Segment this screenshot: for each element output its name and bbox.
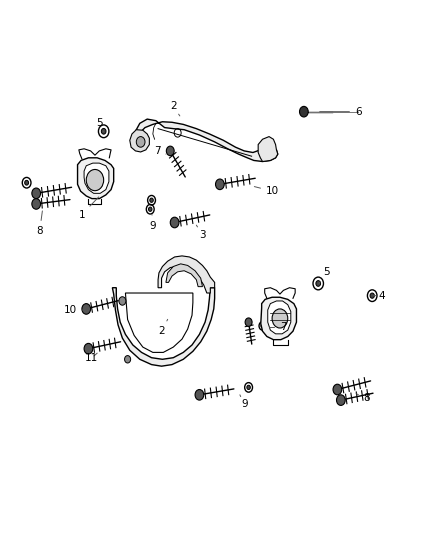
Text: 2: 2 — [170, 101, 180, 116]
Polygon shape — [130, 130, 149, 152]
Circle shape — [300, 107, 308, 117]
Text: 9: 9 — [149, 215, 156, 231]
Circle shape — [101, 128, 106, 134]
Circle shape — [84, 343, 93, 354]
Circle shape — [148, 207, 152, 212]
Circle shape — [124, 356, 131, 363]
Circle shape — [170, 217, 179, 228]
Circle shape — [82, 304, 91, 314]
Polygon shape — [113, 288, 215, 366]
Polygon shape — [268, 301, 291, 334]
Circle shape — [247, 385, 251, 390]
Polygon shape — [125, 293, 193, 352]
Text: 5: 5 — [96, 118, 104, 132]
Text: 7: 7 — [154, 146, 166, 156]
Text: 5: 5 — [319, 267, 330, 284]
Circle shape — [336, 395, 345, 406]
Text: 8: 8 — [356, 393, 370, 403]
Text: 2: 2 — [158, 319, 168, 336]
Polygon shape — [166, 264, 202, 287]
Polygon shape — [84, 163, 109, 193]
Text: 11: 11 — [85, 353, 99, 362]
Text: 1: 1 — [78, 197, 99, 220]
Text: 10: 10 — [254, 186, 279, 196]
Circle shape — [150, 198, 153, 203]
Text: 6: 6 — [320, 107, 362, 117]
Circle shape — [333, 384, 342, 395]
Circle shape — [272, 309, 288, 328]
Polygon shape — [136, 119, 278, 161]
Polygon shape — [78, 158, 114, 199]
Text: 7: 7 — [270, 322, 287, 333]
Circle shape — [32, 188, 41, 199]
Text: 10: 10 — [64, 305, 86, 315]
Circle shape — [245, 318, 252, 326]
Polygon shape — [158, 256, 215, 293]
Text: 9: 9 — [240, 395, 247, 409]
Circle shape — [119, 297, 126, 305]
Circle shape — [316, 280, 321, 286]
Circle shape — [86, 169, 104, 191]
Circle shape — [215, 179, 224, 190]
Circle shape — [370, 293, 374, 298]
Polygon shape — [258, 136, 278, 161]
Circle shape — [32, 199, 41, 209]
Text: 4: 4 — [374, 290, 385, 301]
Text: 8: 8 — [36, 211, 43, 236]
Circle shape — [166, 146, 174, 156]
Circle shape — [261, 324, 264, 328]
Text: 3: 3 — [196, 225, 206, 240]
Circle shape — [25, 180, 28, 185]
Circle shape — [136, 136, 145, 147]
Circle shape — [195, 390, 204, 400]
Polygon shape — [261, 297, 297, 340]
